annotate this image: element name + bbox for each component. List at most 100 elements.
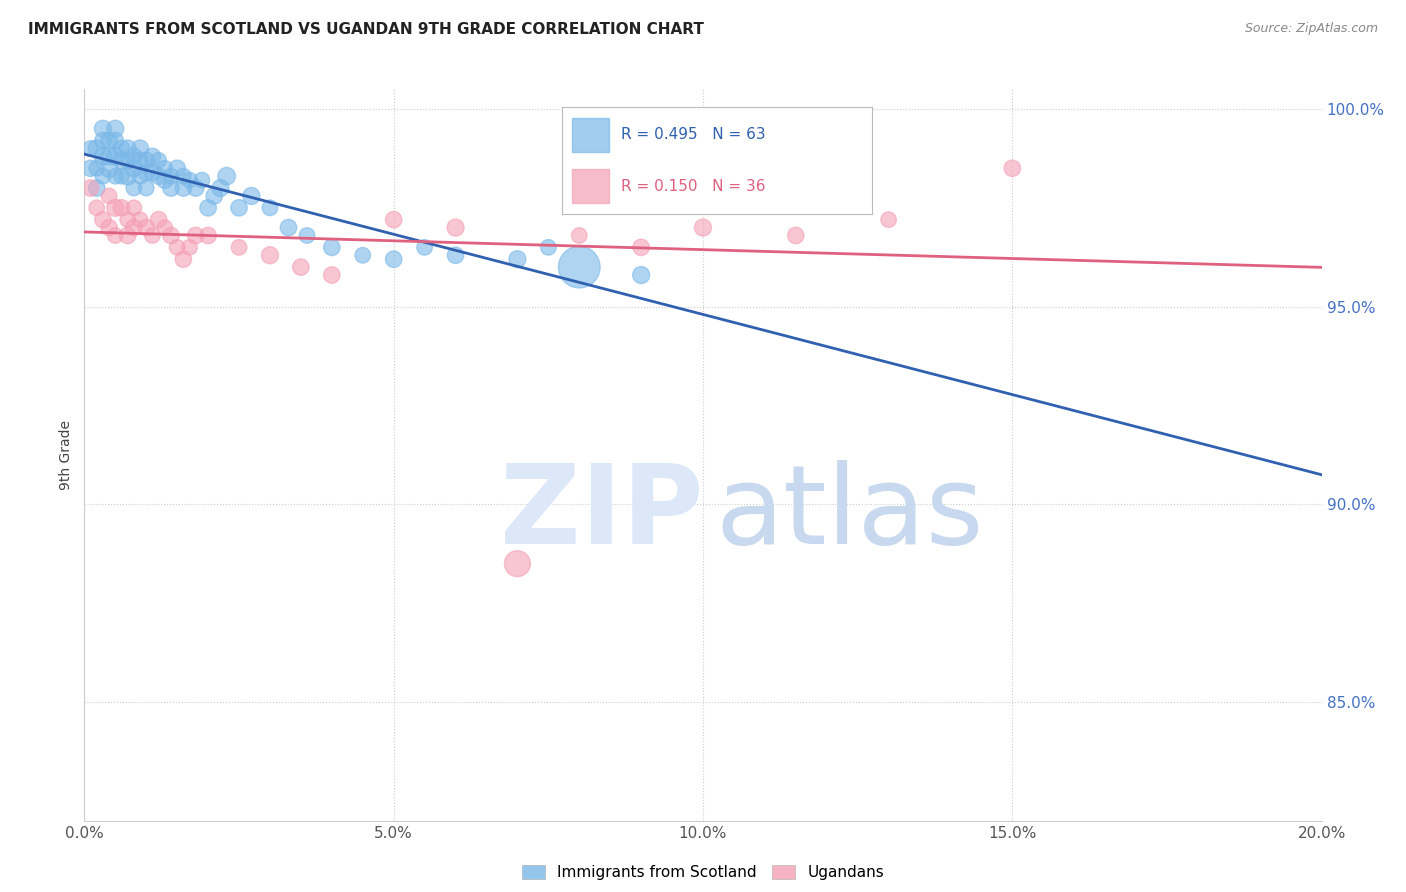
Point — [228, 240, 250, 254]
Point — [179, 173, 201, 187]
Point — [104, 201, 127, 215]
Point — [117, 228, 139, 243]
Point — [110, 153, 132, 168]
Point — [91, 134, 114, 148]
Point — [79, 181, 101, 195]
Point — [240, 189, 263, 203]
Point — [277, 220, 299, 235]
Point — [135, 220, 157, 235]
Text: R = 0.495   N = 63: R = 0.495 N = 63 — [621, 128, 766, 143]
Point — [122, 181, 145, 195]
Point — [444, 220, 467, 235]
Point — [321, 240, 343, 254]
Point — [215, 169, 238, 184]
Point — [98, 189, 121, 203]
Point — [110, 141, 132, 155]
Point — [259, 248, 281, 262]
Point — [537, 240, 560, 254]
Bar — [572, 169, 609, 203]
Text: ZIP: ZIP — [499, 460, 703, 567]
Point — [117, 212, 139, 227]
Point — [141, 228, 163, 243]
Point — [630, 240, 652, 254]
Point — [98, 161, 121, 176]
Point — [98, 220, 121, 235]
Point — [877, 212, 900, 227]
Text: R = 0.150   N = 36: R = 0.150 N = 36 — [621, 178, 766, 194]
Point — [259, 201, 281, 215]
Text: Source: ZipAtlas.com: Source: ZipAtlas.com — [1244, 22, 1378, 36]
Point — [1001, 161, 1024, 176]
Point — [148, 169, 170, 184]
Point — [79, 161, 101, 176]
Point — [79, 141, 101, 155]
Point — [197, 201, 219, 215]
Point — [172, 181, 194, 195]
Point — [129, 169, 152, 184]
Point — [692, 220, 714, 235]
Point — [506, 252, 529, 267]
Text: IMMIGRANTS FROM SCOTLAND VS UGANDAN 9TH GRADE CORRELATION CHART: IMMIGRANTS FROM SCOTLAND VS UGANDAN 9TH … — [28, 22, 704, 37]
Point — [413, 240, 436, 254]
Point — [153, 161, 176, 176]
Point — [91, 169, 114, 184]
Point — [91, 149, 114, 163]
Point — [91, 212, 114, 227]
Point — [129, 153, 152, 168]
Point — [110, 201, 132, 215]
Point — [382, 252, 405, 267]
Point — [179, 240, 201, 254]
Point — [117, 153, 139, 168]
Point — [172, 169, 194, 184]
Point — [141, 165, 163, 179]
Point — [117, 141, 139, 155]
Point — [785, 228, 807, 243]
Point — [129, 212, 152, 227]
Point — [86, 201, 108, 215]
Point — [568, 260, 591, 274]
Point — [295, 228, 318, 243]
Point — [117, 169, 139, 184]
Point — [148, 153, 170, 168]
Point — [141, 149, 163, 163]
Point — [352, 248, 374, 262]
Point — [568, 228, 591, 243]
Point — [166, 240, 188, 254]
Point — [86, 161, 108, 176]
Point — [135, 165, 157, 179]
Point — [104, 149, 127, 163]
Point — [506, 557, 529, 571]
Point — [630, 268, 652, 282]
Legend: Immigrants from Scotland, Ugandans: Immigrants from Scotland, Ugandans — [516, 859, 890, 886]
Point — [321, 268, 343, 282]
Point — [135, 181, 157, 195]
Point — [98, 149, 121, 163]
Point — [86, 141, 108, 155]
Point — [148, 212, 170, 227]
Point — [209, 181, 232, 195]
Point — [98, 134, 121, 148]
Point — [122, 149, 145, 163]
Point — [104, 228, 127, 243]
Point — [202, 189, 225, 203]
Point — [184, 228, 207, 243]
Point — [160, 181, 183, 195]
Point — [153, 173, 176, 187]
Point — [160, 169, 183, 184]
Point — [444, 248, 467, 262]
Point — [91, 121, 114, 136]
Point — [382, 212, 405, 227]
Point — [104, 169, 127, 184]
Point — [104, 134, 127, 148]
Point — [110, 169, 132, 184]
Point — [129, 141, 152, 155]
Point — [166, 161, 188, 176]
Point — [122, 201, 145, 215]
Point — [184, 181, 207, 195]
Point — [197, 228, 219, 243]
Point — [86, 181, 108, 195]
Point — [122, 161, 145, 176]
Text: atlas: atlas — [716, 460, 984, 567]
Point — [290, 260, 312, 274]
Point — [135, 153, 157, 168]
